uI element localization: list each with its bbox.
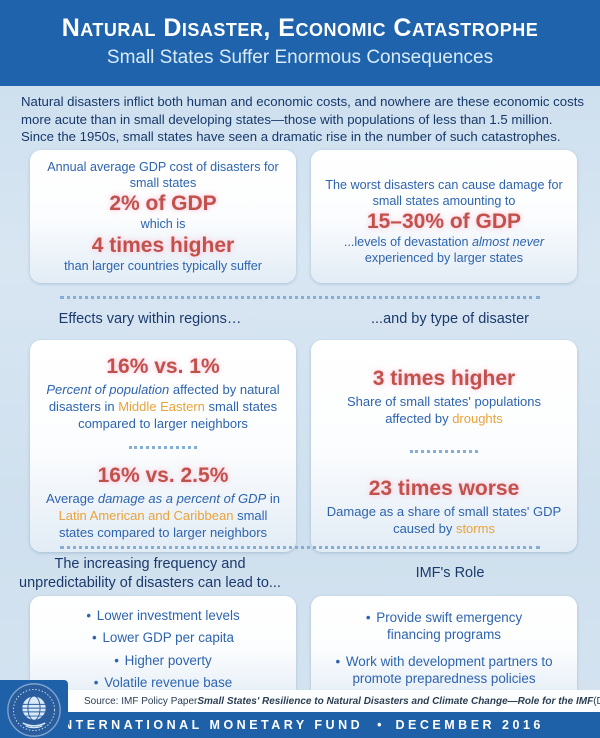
desc-highlight: storms: [455, 521, 495, 537]
footer-bar: INTERNATIONAL MONETARY FUND • DECEMBER 2…: [0, 712, 600, 738]
list-item: • Provide swift emergency financing prog…: [352, 609, 537, 644]
worst-disasters-stat: 15–30% of GDP: [366, 210, 522, 234]
dotted-separator: [410, 450, 478, 454]
desc-italic: damage as a percent of GDP: [97, 491, 267, 507]
outro-italic: almost never: [472, 235, 545, 250]
regions-desc-2: Average damage as a percent of GDP in La…: [43, 491, 283, 542]
desc-pre: Average: [46, 491, 98, 507]
desc-highlight: Latin American and Caribbean: [58, 508, 234, 524]
list-item: • Work with development partners to prom…: [321, 653, 567, 688]
gdp-cost-outro: than larger countries typically suffer: [64, 259, 262, 274]
stats-row-top: Annual average GDP cost of disasters for…: [30, 150, 577, 283]
bullet-separator-icon: •: [377, 718, 382, 732]
dotted-separator: [129, 445, 197, 449]
source-title: Small States' Resilience to Natural Disa…: [197, 695, 594, 707]
list-item: • Higher poverty: [40, 650, 286, 672]
gdp-cost-stat: 2% of GDP: [109, 192, 217, 216]
desc-pre: Damage as a share of small states' GDP c…: [326, 504, 562, 537]
source-suffix: (Dec. 2016).: [593, 695, 600, 707]
desc-highlight: Middle Eastern: [118, 399, 205, 415]
desc-highlight: droughts: [452, 411, 503, 427]
list-item-label: Lower GDP per capita: [102, 630, 234, 646]
stats-row-middle: 16% vs. 1% Percent of population affecte…: [30, 340, 577, 552]
list-item-label: Higher poverty: [124, 652, 212, 668]
imf-logo-block: [0, 680, 68, 738]
imf-role-header: IMF's Role: [415, 565, 485, 582]
list-item-label: Work with development partners to promot…: [345, 653, 553, 687]
dotted-divider: [60, 546, 540, 549]
disasters-header: ...and by type of disaster: [371, 311, 529, 327]
storms-desc: Damage as a share of small states' GDP c…: [324, 504, 564, 538]
desc-italic: Percent of population: [46, 382, 170, 398]
footer-date-label: DECEMBER 2016: [395, 718, 544, 732]
bullet-icon: •: [92, 630, 97, 646]
desc-tail: small states compared to larger neighbor…: [58, 508, 268, 541]
gdp-cost-box: Annual average GDP cost of disasters for…: [30, 150, 296, 283]
header-band: Natural Disaster, Economic Catastrophe S…: [0, 0, 600, 86]
bullet-icon: •: [93, 674, 99, 690]
bottom-headers: The increasing frequency and unpredictab…: [0, 555, 600, 592]
page-subtitle: Small States Suffer Enormous Consequence…: [106, 47, 494, 68]
imf-logo-icon: [7, 683, 61, 737]
imf-role-box: • Provide swift emergency financing prog…: [311, 596, 577, 703]
consequences-box: • Lower investment levels • Lower GDP pe…: [30, 596, 296, 703]
worst-disasters-outro: ...levels of devastation almost never ex…: [325, 235, 563, 266]
intro-paragraph: Natural disasters inflict both human and…: [21, 94, 584, 145]
list-item: • Volatile revenue base: [40, 672, 286, 694]
bullet-icon: •: [335, 653, 341, 669]
droughts-desc: Share of small states' populations affec…: [324, 394, 564, 428]
bullet-icon: •: [114, 652, 119, 668]
outro-post: experienced by larger states: [364, 251, 524, 266]
list-item: • Lower investment levels: [40, 605, 286, 627]
page-title: Natural Disaster, Economic Catastrophe: [61, 14, 539, 42]
regions-stat-1: 16% vs. 1%: [106, 355, 220, 378]
desc-mid: in: [266, 491, 280, 507]
worst-disasters-box: The worst disasters can cause damage for…: [311, 150, 577, 283]
regions-desc-1: Percent of population affected by natura…: [43, 382, 283, 433]
desc-tail: small states compared to larger neighbor…: [78, 399, 278, 432]
list-item-label: Volatile revenue base: [104, 674, 233, 690]
bullets-row: • Lower investment levels • Lower GDP pe…: [30, 596, 577, 703]
list-item-label: Lower investment levels: [96, 608, 240, 623]
gdp-cost-middle: which is: [140, 217, 186, 232]
gdp-cost-intro: Annual average GDP cost of disasters for…: [47, 160, 279, 190]
list-item: • Lower GDP per capita: [40, 627, 286, 649]
droughts-stat: 3 times higher: [372, 367, 516, 390]
dotted-divider: [60, 296, 540, 299]
footer-org-label: INTERNATIONAL MONETARY FUND: [56, 718, 364, 732]
regions-box: 16% vs. 1% Percent of population affecte…: [30, 340, 296, 552]
regions-header: Effects vary within regions…: [58, 311, 242, 327]
consequences-header: The increasing frequency and unpredictab…: [0, 555, 300, 592]
worst-disasters-intro: The worst disasters can cause damage for…: [325, 178, 563, 208]
bullet-icon: •: [365, 610, 371, 625]
regions-stat-2: 16% vs. 2.5%: [97, 463, 229, 487]
list-item-label: Provide swift emergency financing progra…: [376, 610, 523, 643]
desc-pre: Share of small states' populations affec…: [347, 394, 541, 427]
section-headers: Effects vary within regions… ...and by t…: [0, 311, 600, 327]
desc-mid: affected by natural disasters in: [48, 382, 280, 415]
bullet-icon: •: [86, 608, 92, 623]
source-prefix: Source: IMF Policy Paper: [84, 695, 198, 707]
storms-stat: 23 times worse: [368, 477, 520, 501]
consequences-header-text: The increasing frequency and unpredictab…: [19, 556, 281, 591]
outro-pre: ...levels of devastation: [343, 235, 472, 250]
disaster-types-box: 3 times higher Share of small states' po…: [311, 340, 577, 552]
source-strip: Source: IMF Policy Paper Small States' R…: [0, 690, 600, 712]
times-higher-stat: 4 times higher: [91, 234, 235, 258]
